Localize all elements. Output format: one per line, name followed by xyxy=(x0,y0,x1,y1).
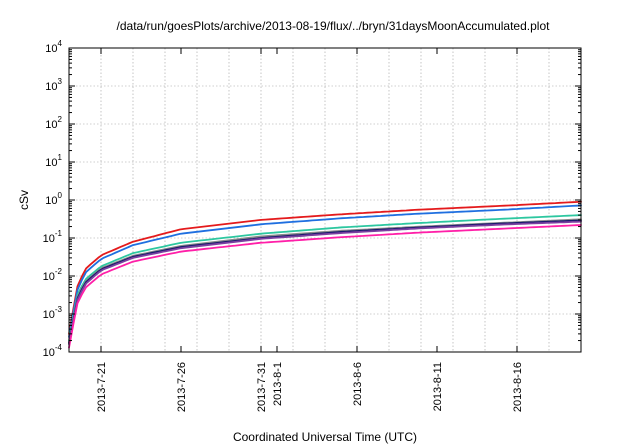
series-line-1 xyxy=(68,200,582,335)
series-line-6 xyxy=(68,220,582,346)
y-tick-label: 103 xyxy=(45,77,62,93)
x-tick-label: 2013-7-31 xyxy=(256,362,268,412)
y-tick-label: 102 xyxy=(45,115,62,131)
y-tick-label: 10-1 xyxy=(43,229,63,245)
plot-frame xyxy=(68,47,582,353)
y-tick-label: 10-4 xyxy=(43,343,63,359)
y-tick-label: 100 xyxy=(45,191,62,207)
x-tick-label: 2013-8-6 xyxy=(352,362,364,406)
series-line-3 xyxy=(68,214,582,342)
series-line-5 xyxy=(68,219,582,345)
series-lines xyxy=(68,200,582,349)
x-tick-label: 2013-8-11 xyxy=(432,362,444,411)
series-line-2 xyxy=(68,204,582,338)
y-axis-label: cSv xyxy=(17,190,31,210)
x-axis-label: Coordinated Universal Time (UTC) xyxy=(233,430,417,444)
grid xyxy=(69,48,581,352)
y-tick-label: 104 xyxy=(45,39,62,55)
x-tick-label: 2013-8-1 xyxy=(272,362,284,406)
series-line-7 xyxy=(68,224,582,349)
y-tick-label: 10-2 xyxy=(43,267,63,283)
x-tick-label: 2013-8-16 xyxy=(512,362,524,412)
y-tick-label: 101 xyxy=(45,153,62,169)
x-tick-label: 2013-7-26 xyxy=(176,362,188,412)
chart-title: /data/run/goesPlots/archive/2013-08-19/f… xyxy=(117,19,551,33)
y-tick-label: 10-3 xyxy=(43,305,63,321)
x-tick-label: 2013-7-21 xyxy=(96,362,108,412)
